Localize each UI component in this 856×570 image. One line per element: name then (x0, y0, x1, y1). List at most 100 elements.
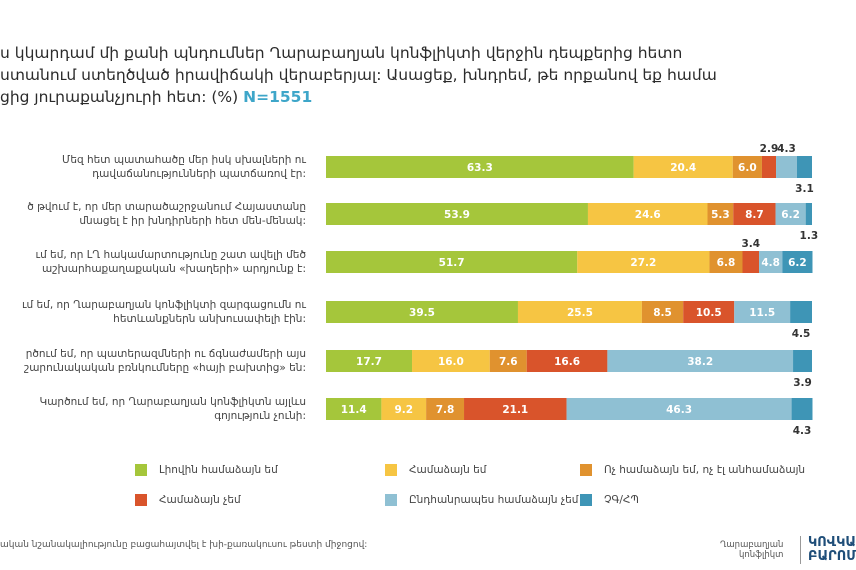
legend-label: Համաձայն չեմ (159, 494, 241, 506)
data-label: 3.9 (793, 377, 812, 389)
category-label-line: ծ թվում է, որ մեր տարածաշրջանում Հայաստա… (27, 201, 306, 213)
legend-item: ՉԳ/ՀՊ (580, 494, 639, 506)
category-label-line: մնացել է իր խնդիրների հետ մեն-մենակ: (79, 215, 306, 227)
category-label-line: գոյություն չունի: (214, 410, 306, 422)
bar-segment (805, 203, 812, 225)
data-label: 11.4 (341, 404, 367, 416)
title-line-3-text: ցից յուրաքանչյուրի հետ: (%) (0, 88, 239, 106)
bar-segment (776, 156, 797, 178)
data-label: 5.3 (711, 209, 730, 221)
category-label-line: հետևանքներն անխուսափելի էին: (113, 313, 306, 325)
category-label-line: աշխարհաքաղաքական «խաղերի» արդյունք է: (42, 263, 306, 275)
bar-segment (641, 301, 684, 323)
sample-size: N=1551 (243, 88, 313, 106)
bar-segment (734, 301, 791, 323)
data-label: 11.5 (749, 307, 775, 319)
bar-segment (607, 350, 794, 372)
brand-subtitle: Ղարաբաղյան կոնֆլիկտ (720, 540, 783, 560)
legend-item: Լիովին համաձայն եմ (135, 464, 278, 476)
data-label: 6.2 (781, 209, 800, 221)
bar-segment (587, 203, 708, 225)
data-label: 46.3 (666, 404, 692, 416)
data-label: 4.8 (761, 257, 780, 269)
bar-segment (793, 350, 812, 372)
data-label: 39.5 (409, 307, 435, 319)
bar-segment (381, 398, 427, 420)
legend-label: Համաձայն եմ (409, 464, 487, 476)
legend-swatch (135, 494, 147, 506)
bar-segment (577, 251, 710, 273)
bar-segment (326, 350, 413, 372)
data-label: 63.3 (467, 162, 493, 174)
chart-title: ս կկարդամ մի քանի պնդումներ Ղարաբաղյան կ… (0, 42, 856, 108)
data-label: 6.0 (738, 162, 757, 174)
data-label: 8.5 (653, 307, 672, 319)
legend-swatch (385, 494, 397, 506)
bar-segment (796, 156, 812, 178)
brand-logo: ԿՈՎԿԱՍ ԲԱՐՈՄ (808, 536, 856, 564)
legend-label: Լիովին համաձայն եմ (159, 464, 278, 476)
data-label: 2.9 (760, 143, 779, 155)
bar-segment (526, 350, 608, 372)
category-label-line: դավաճանությունների պատճառով էր: (92, 168, 306, 180)
legend-item: Համաձայն չեմ (135, 494, 241, 506)
category-label: րծում եմ, որ պատերազմների ու ճգնաժամերի … (24, 348, 306, 374)
category-label-line: Կարծում եմ, որ Ղարաբաղյան կոնֆլիկտն այլև… (40, 396, 306, 408)
bar-segment (517, 301, 642, 323)
brand-divider (800, 536, 801, 564)
category-label-line: ւմ եմ, որ Ղարաբաղյան կոնֆլիկտի զարգացում… (22, 299, 306, 311)
category-label: Մեզ հետ պատահածը մեր իսկ սխալների ու դավա… (62, 154, 306, 180)
data-label: 7.8 (436, 404, 455, 416)
data-label: 8.7 (745, 209, 764, 221)
data-label: 3.1 (795, 183, 814, 195)
brand-logo-line-2: ԲԱՐՈՄ (808, 549, 856, 564)
data-label: 27.2 (630, 257, 656, 269)
data-label: 3.4 (741, 238, 760, 250)
data-label: 38.2 (687, 356, 713, 368)
bar-segment (733, 203, 776, 225)
bar-segment (326, 301, 518, 323)
bar-segment (761, 156, 777, 178)
brand-subtitle-line-1: Ղարաբաղյան (720, 540, 784, 550)
bar-segment (683, 301, 735, 323)
title-line-1: ս կկարդամ մի քանի պնդումներ Ղարաբաղյան կ… (0, 44, 683, 62)
bar-segment (489, 350, 527, 372)
category-label: Կարծում եմ, որ Ղարաբաղյան կոնֆլիկտն այլև… (40, 396, 306, 422)
data-label: 24.6 (635, 209, 661, 221)
legend-item: Ընդհանրապես համաձայն չեմ (385, 494, 578, 506)
bar-segment (775, 203, 806, 225)
legend-swatch (580, 494, 592, 506)
bar-segment (742, 251, 760, 273)
data-label: 53.9 (444, 209, 470, 221)
data-label: 6.2 (788, 257, 807, 269)
legend-swatch (135, 464, 147, 476)
title-line-2: ստանում ստեղծված իրավիճակի վերաբերյալ: Ա… (0, 66, 717, 84)
bar-segment (759, 251, 783, 273)
bar-segment (707, 203, 734, 225)
category-label-line: ւմ եմ, որ ԼՂ հակամարտությունը շատ ավելի … (36, 249, 307, 261)
data-label: 9.2 (394, 404, 413, 416)
bar-segment (566, 398, 792, 420)
category-label-line: րծում եմ, որ պատերազմների ու ճգնաժամերի … (26, 348, 306, 360)
legend-label: ՉԳ/ՀՊ (604, 494, 639, 506)
legend-label: Ընդհանրապես համաձայն չեմ (409, 494, 579, 506)
data-label: 25.5 (567, 307, 593, 319)
legend-item: Ոչ համաձայն եմ, ոչ էլ անհամաձայն (580, 464, 805, 476)
bar-segment (412, 350, 490, 372)
data-label: 16.6 (554, 356, 580, 368)
data-label: 7.6 (499, 356, 518, 368)
bar-segment (464, 398, 567, 420)
category-label: ծ թվում է, որ մեր տարածաշրջանում Հայաստա… (27, 201, 306, 227)
data-label: 51.7 (439, 257, 465, 269)
footnote: ական նշանակալիությունը բացահայտվել է խի-… (0, 540, 368, 550)
data-label: 4.3 (793, 425, 812, 437)
bar-segment (709, 251, 743, 273)
bar-segment (326, 156, 634, 178)
bar-segment (326, 251, 578, 273)
data-label: 4.3 (777, 143, 796, 155)
title-line-3: ցից յուրաքանչյուրի հետ: (%) N=1551 (0, 86, 856, 108)
category-label: ւմ եմ, որ ԼՂ հակամարտությունը շատ ավելի … (36, 249, 307, 275)
legend-swatch (580, 464, 592, 476)
bar-segment (782, 251, 813, 273)
data-label: 16.0 (438, 356, 464, 368)
